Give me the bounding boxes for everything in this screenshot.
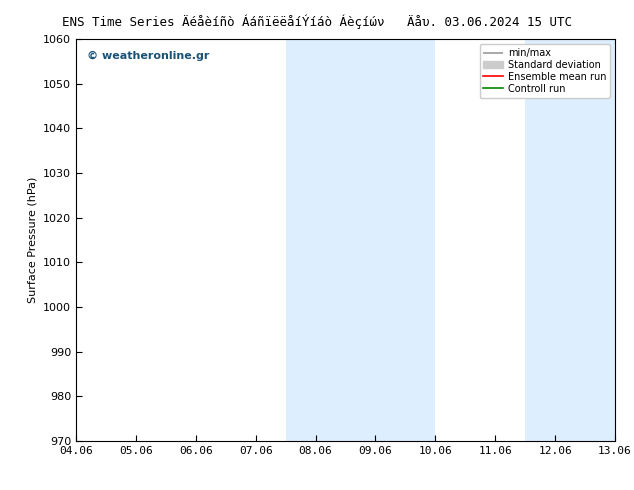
Text: ENS Time Series Äéåèíñò ÁáñïëëåíÝíáò Áèçíών   Äåυ. 03.06.2024 15 UTC: ENS Time Series Äéåèíñò ÁáñïëëåíÝíáò Áèç… xyxy=(62,15,572,29)
Legend: min/max, Standard deviation, Ensemble mean run, Controll run: min/max, Standard deviation, Ensemble me… xyxy=(479,44,610,98)
Bar xyxy=(525,39,615,441)
Y-axis label: Surface Pressure (hPa): Surface Pressure (hPa) xyxy=(27,177,37,303)
Bar xyxy=(286,39,436,441)
Text: © weatheronline.gr: © weatheronline.gr xyxy=(87,51,209,61)
